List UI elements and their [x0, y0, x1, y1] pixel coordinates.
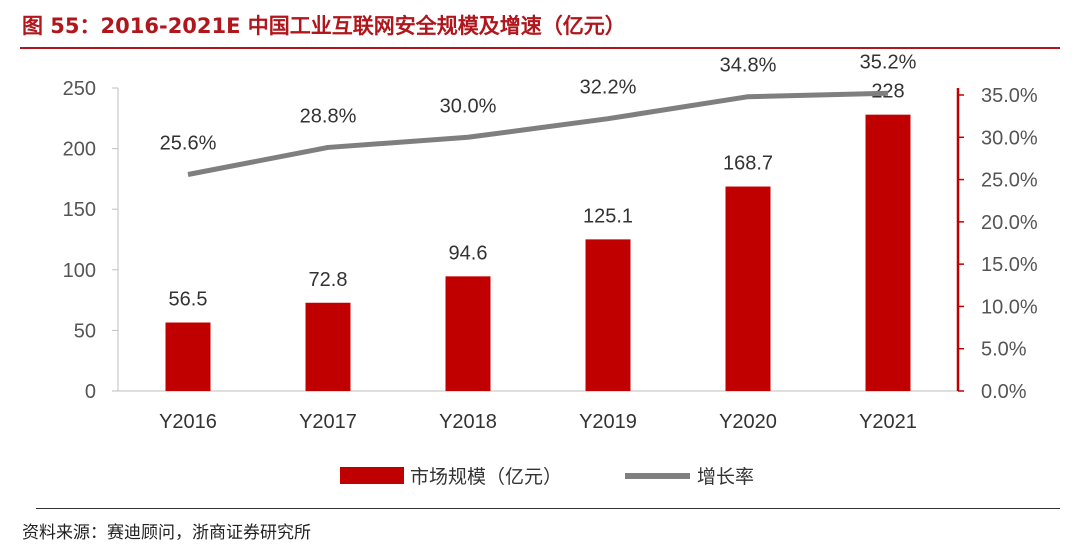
- footer-divider: [36, 508, 1060, 509]
- bar-value-label: 72.8: [309, 269, 348, 291]
- x-axis-category-label: Y2016: [159, 411, 217, 433]
- bar-value-label: 94.6: [449, 242, 488, 264]
- growth-line: [187, 90, 889, 177]
- right-axis-tick-label: 35.0%: [981, 85, 1038, 107]
- left-axis-tick-label: 100: [63, 260, 96, 282]
- bar-value-label: 125.1: [583, 205, 633, 227]
- legend-line-label: 增长率: [697, 466, 754, 488]
- right-axis-tick-label: 10.0%: [981, 296, 1038, 318]
- title-underline: [20, 47, 1060, 49]
- x-axis-categories: Y2016 Y2017 Y2018 Y2019 Y2020 Y2021: [159, 411, 917, 433]
- x-axis-category-label: Y2020: [719, 411, 777, 433]
- bar-value-label: 228: [871, 81, 904, 103]
- bar: [865, 114, 911, 391]
- chart-title: 图 55：2016-2021E 中国工业互联网安全规模及增速（亿元）: [22, 14, 626, 38]
- legend-bar-label: 市场规模（亿元）: [410, 466, 562, 488]
- bar-value-label: 56.5: [169, 289, 208, 311]
- left-axis-tick-label: 150: [63, 199, 96, 221]
- line-value-label: 34.8%: [720, 55, 777, 77]
- source-note: 资料来源：赛迪顾问，浙商证券研究所: [22, 523, 311, 543]
- line-series: 25.6% 28.8% 30.0% 32.2% 34.8% 35.2%: [160, 51, 917, 177]
- legend-bar-swatch: [340, 467, 404, 484]
- x-axis-category-label: Y2017: [299, 411, 357, 433]
- left-axis: 0 50 100 150 200 250: [63, 78, 958, 403]
- line-value-label: 28.8%: [300, 105, 357, 127]
- x-axis-category-label: Y2019: [579, 411, 637, 433]
- legend: 市场规模（亿元） 增长率: [340, 466, 754, 488]
- bar-value-label: 168.7: [723, 153, 773, 175]
- x-axis-category-label: Y2018: [439, 411, 497, 433]
- left-axis-tick-label: 0: [85, 381, 96, 403]
- bar: [585, 239, 631, 391]
- left-axis-tick-label: 200: [63, 139, 96, 161]
- left-axis-tick-label: 250: [63, 78, 96, 100]
- right-axis-tick-label: 5.0%: [981, 339, 1027, 361]
- bar: [165, 322, 211, 391]
- right-axis-tick-label: 0.0%: [981, 381, 1027, 403]
- right-axis-tick-label: 25.0%: [981, 170, 1038, 192]
- line-value-label: 25.6%: [160, 132, 217, 154]
- bar: [445, 276, 491, 391]
- right-axis: 0.0% 5.0% 10.0% 15.0% 20.0% 25.0% 30.0% 35.0%: [956, 85, 1038, 403]
- bar: [725, 186, 771, 391]
- line-value-label: 30.0%: [440, 95, 497, 117]
- right-axis-tick-label: 15.0%: [981, 254, 1038, 276]
- line-value-label: 35.2%: [860, 51, 917, 73]
- bar-series: 56.5 72.8 94.6 125.1 168.7 228: [165, 81, 911, 391]
- x-axis-category-label: Y2021: [859, 411, 917, 433]
- right-axis-tick-label: 30.0%: [981, 127, 1038, 149]
- left-axis-tick-label: 50: [74, 320, 96, 342]
- line-value-label: 32.2%: [580, 77, 637, 99]
- bar: [305, 302, 351, 391]
- right-axis-tick-label: 20.0%: [981, 212, 1038, 234]
